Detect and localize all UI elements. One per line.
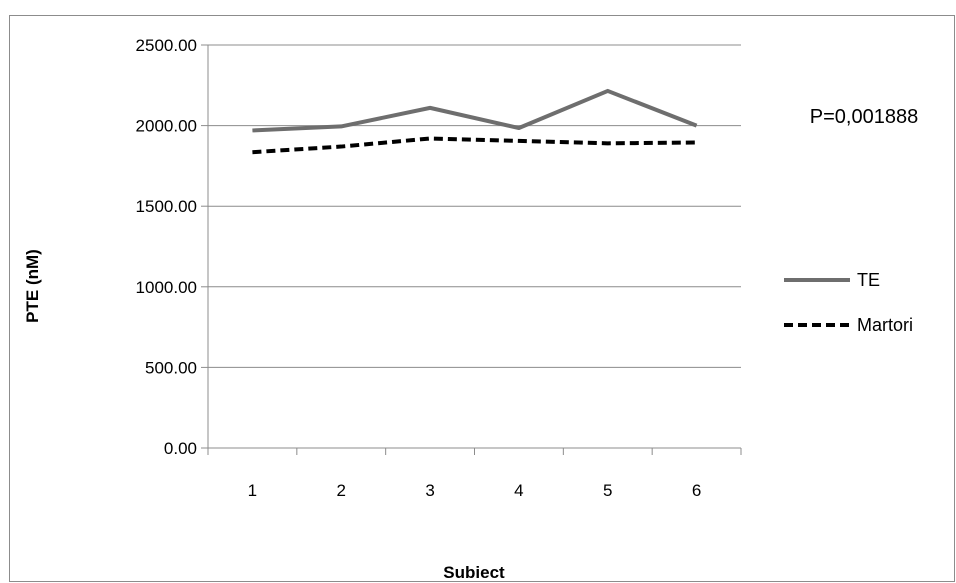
legend-label-te: TE (857, 270, 880, 290)
x-axis-title: Subiect (443, 563, 505, 582)
y-tick-label: 0.00 (164, 439, 197, 458)
y-axis-title: PTE (nM) (23, 249, 42, 323)
y-tick-label: 1500.00 (136, 197, 197, 216)
y-tick-label: 1000.00 (136, 278, 197, 297)
legend: TE Martori (784, 270, 913, 335)
axes (201, 44, 742, 455)
chart-border (9, 15, 955, 582)
y-tick-label: 2000.00 (136, 117, 197, 136)
series-line-te (252, 88, 698, 133)
x-tick-label: 5 (603, 481, 612, 500)
legend-label-martori: Martori (857, 315, 913, 335)
x-tick-label: 4 (514, 481, 523, 500)
y-tick-labels: 0.00 500.00 1000.00 1500.00 2000.00 2500.00 (136, 36, 197, 458)
x-tick-label: 6 (692, 481, 701, 500)
series-line-martori (252, 136, 697, 155)
y-tick-label: 500.00 (145, 358, 197, 377)
series-lines (252, 88, 698, 155)
x-tick-label: 1 (248, 481, 257, 500)
y-tick-label: 2500.00 (136, 36, 197, 55)
gridlines (208, 44, 741, 368)
x-tick-labels: 1 2 3 4 5 6 (248, 481, 702, 500)
p-value-annotation: P=0,001888 (810, 106, 918, 128)
x-tick-label: 2 (337, 481, 346, 500)
x-tick-label: 3 (425, 481, 434, 500)
